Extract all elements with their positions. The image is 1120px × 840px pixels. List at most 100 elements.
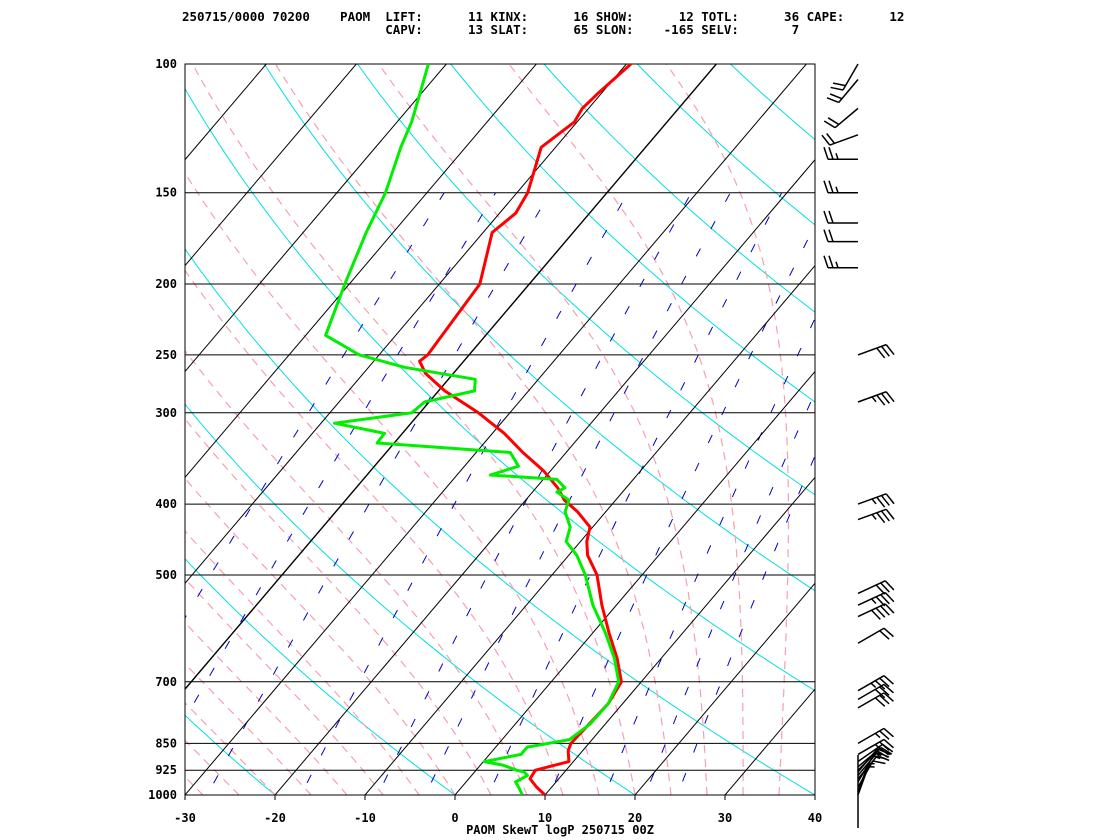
wind-barb — [857, 493, 895, 508]
wind-barb — [857, 627, 894, 644]
wind-barb — [823, 147, 858, 161]
dry-adiabat — [543, 64, 815, 313]
wind-barb — [857, 683, 894, 701]
temperature-tick-label: -10 — [354, 811, 376, 825]
mixing-ratio-line — [487, 192, 783, 795]
isotherm — [185, 64, 718, 691]
pressure-tick-label: 200 — [155, 277, 177, 291]
mixing-ratio-line — [676, 454, 815, 795]
mixing-ratio-line — [424, 192, 731, 795]
moist-adiabat — [185, 349, 528, 795]
pressure-tick-label: 850 — [155, 736, 177, 750]
wind-barb — [857, 391, 895, 406]
temperature-tick-label: 20 — [628, 811, 642, 825]
moist-adiabat — [378, 64, 708, 795]
wind-barb — [857, 738, 894, 756]
mixing-ratio-line — [604, 317, 815, 795]
isotherm — [185, 64, 628, 585]
temperature-axis: -30 -20 -10 0 10 20 30 40 — [174, 795, 822, 825]
plot-frame — [184, 63, 816, 796]
temperature-tick-label: -30 — [174, 811, 196, 825]
moist-adiabat — [0, 292, 167, 795]
wind-barb — [857, 727, 894, 745]
wind-barb — [830, 63, 859, 91]
isotherm — [0, 31, 25, 811]
dry-adiabat — [787, 31, 1120, 811]
wind-barb — [823, 255, 858, 269]
isotherm — [544, 476, 815, 795]
moist-adiabat — [185, 776, 204, 795]
header-line-1: 250715/0000 70200 PAOM LIFT: 11 KINX: 16… — [182, 9, 905, 24]
temperature-trace — [418, 64, 632, 795]
isotherm — [185, 64, 808, 795]
moist-adiabat — [185, 621, 348, 795]
temperature-tick-label: 40 — [808, 811, 822, 825]
moist-adiabat — [665, 64, 790, 795]
wind-barbs — [821, 63, 895, 828]
isotherm — [454, 370, 815, 795]
dry-adiabat — [185, 558, 456, 795]
moist-adiabat — [185, 739, 240, 795]
isotherm — [634, 582, 815, 795]
moist-adiabat — [185, 530, 420, 795]
moist-adiabat — [508, 64, 744, 795]
wind-barb — [821, 133, 859, 146]
wind-barb — [857, 755, 890, 780]
moist-adiabat — [0, 307, 131, 795]
isotherm — [0, 31, 205, 811]
pressure-tick-label: 100 — [155, 57, 177, 71]
isotherm — [364, 264, 815, 795]
wind-barb — [857, 760, 886, 788]
wind-barb — [857, 692, 894, 709]
mixing-ratio-line — [377, 192, 692, 795]
wind-barb — [823, 107, 859, 129]
moist-adiabat — [185, 477, 456, 795]
pressure-tick-label: 700 — [155, 675, 177, 689]
isotherm — [185, 64, 538, 479]
isotherm — [185, 64, 358, 267]
isotherm — [185, 64, 268, 161]
pressure-tick-label: 1000 — [148, 788, 177, 802]
pressure-tick-label: 500 — [155, 568, 177, 582]
pressure-axis: 100 150 200 250 300 400 500 700 850 925 1000 — [148, 57, 177, 802]
pressure-tick-label: 150 — [155, 186, 177, 200]
moist-adiabat — [185, 269, 564, 795]
dry-adiabat — [450, 64, 815, 403]
temperature-tick-label: 0 — [451, 811, 458, 825]
isotherm — [0, 31, 115, 811]
moist-adiabat — [185, 418, 492, 795]
moist-adiabat — [274, 64, 672, 795]
dewpoint-trace — [324, 64, 621, 795]
isotherm — [185, 64, 448, 373]
pressure-tick-label: 300 — [155, 406, 177, 420]
wind-barb — [857, 746, 893, 768]
chart-title: PAOM SkewT logP 250715 00Z — [466, 823, 654, 837]
wind-barb — [823, 229, 858, 243]
profile-traces — [324, 64, 632, 795]
wind-barb — [823, 210, 858, 224]
mixing-ratio-line — [206, 192, 551, 795]
moist-adiabat — [191, 64, 636, 795]
moist-adiabat — [185, 577, 384, 795]
wind-barb — [857, 675, 894, 692]
pressure-tick-label: 400 — [155, 497, 177, 511]
wind-barb — [826, 79, 859, 104]
temperature-tick-label: -20 — [264, 811, 286, 825]
wind-barb — [857, 591, 895, 607]
isotherm — [274, 158, 815, 795]
wind-barb — [857, 508, 895, 524]
temperature-tick-label: 10 — [538, 811, 552, 825]
wind-barb — [823, 180, 858, 194]
mixing-ratio-line — [644, 391, 815, 795]
dry-adiabat — [356, 64, 815, 496]
background-lines — [0, 31, 1120, 811]
isotherm — [814, 794, 815, 795]
wind-barb — [857, 343, 895, 359]
wind-barb — [857, 603, 895, 620]
wind-barb — [857, 580, 895, 595]
moist-adiabat — [814, 786, 815, 795]
dry-adiabat — [185, 714, 276, 795]
header-line-2: CAPV: 13 SLAT: 65 SLON: -165 SELV: 7 — [182, 22, 800, 37]
dry-adiabat — [729, 64, 815, 141]
